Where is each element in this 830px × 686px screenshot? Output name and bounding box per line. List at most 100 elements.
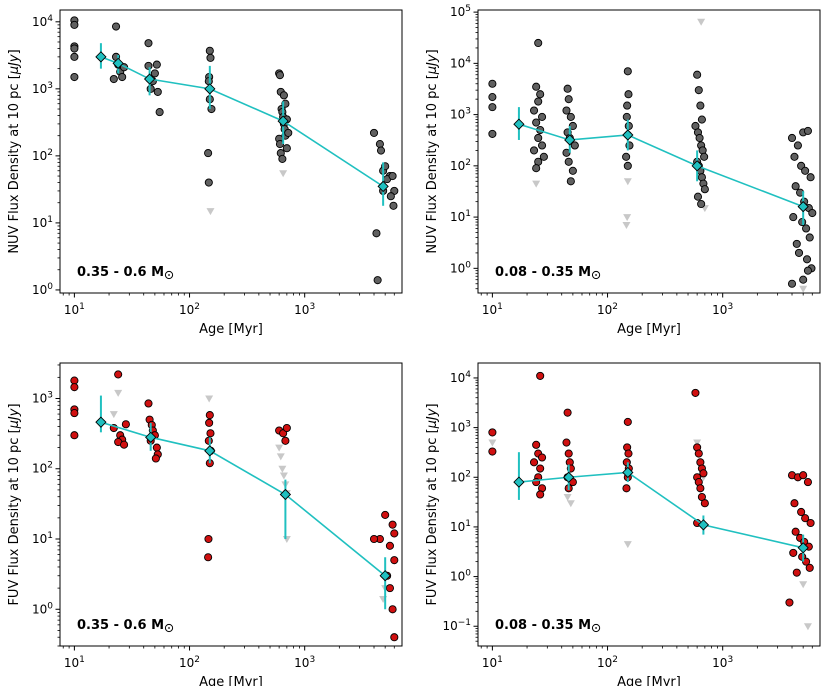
median-marker [513,476,525,488]
y-tick-label: 101 [32,215,53,230]
detection-point [790,152,799,161]
detection-point [205,418,214,427]
detection-point [70,383,79,392]
detection-point [534,133,543,143]
y-tick-label: 105 [450,4,471,19]
y-tick-label-exp: 0 [465,260,471,270]
upper-limit-marker [622,222,631,230]
detection-point [794,248,804,257]
detection-point [70,52,79,61]
detection-point [566,177,575,186]
y-tick-label-exp: 2 [47,148,53,158]
detection-point [70,409,79,418]
detection-point [791,527,800,536]
detection-point [564,449,573,458]
detection-point [109,74,118,84]
y-tick-label-exp: 3 [465,107,471,117]
median-marker [204,445,216,457]
detection-point [118,72,127,82]
detection-point [144,61,153,70]
detection-point [622,112,631,121]
detection-point [802,255,812,264]
x-tick-label-exp: 3 [727,655,733,665]
detection-point [793,141,802,150]
y-tick-label-base: 10 [450,371,465,385]
y-axis-label-unit: μJy [425,54,440,75]
detection-point [488,428,497,437]
x-tick-label-base: 10 [179,656,194,670]
y-tick-label: 101 [450,209,471,224]
y-tick-label: 104 [450,370,471,385]
upper-limit-marker [114,389,123,397]
y-axis-label-prefix: NUV Flux Density at 10 pc [ [425,74,440,253]
x-tick-label-exp: 3 [309,302,315,312]
x-tick-label-exp: 2 [194,655,200,665]
y-tick-label-base: 10 [450,5,465,19]
y-tick-label: 100 [450,260,471,275]
detection-point [797,507,806,517]
upper-limit-marker [279,170,288,178]
median-line [100,56,384,188]
plot-frame [59,9,403,294]
x-tick-label-base: 10 [294,303,309,317]
y-tick-label: 103 [450,107,471,122]
detection-point [801,166,810,175]
detection-point [696,101,705,110]
y-tick-label-exp: 1 [47,215,53,225]
detection-point [563,84,572,93]
detection-point [790,499,799,508]
detection-point [205,46,214,55]
median-line [518,471,804,549]
detection-point [787,133,797,143]
detection-point [623,161,632,170]
detection-point [802,224,811,233]
x-tick-label: 101 [64,655,85,670]
detection-point [532,164,541,173]
detection-point [694,449,703,458]
detection-point [152,443,161,452]
detection-point [700,185,709,194]
detection-point [488,93,497,102]
detection-point [803,478,812,487]
x-tick-label-exp: 2 [194,302,200,312]
detection-point [808,208,817,218]
upper-limit-marker [276,453,285,461]
detection-point [806,518,815,528]
x-tick-label: 102 [597,302,618,317]
detection-point [570,141,579,150]
y-tick-label-base: 10 [32,532,47,546]
y-tick-label: 104 [450,55,471,70]
x-tick-label-base: 10 [597,656,612,670]
upper-limit-marker [279,472,288,480]
y-tick-label: 102 [32,148,53,163]
x-tick-label: 102 [179,655,200,670]
detection-point [390,633,399,642]
detection-point [206,429,215,438]
solar-symbol-icon [591,270,601,280]
y-tick-label-base: 10 [32,82,47,96]
y-tick-label: 10−1 [442,618,471,633]
x-tick-label-exp: 3 [727,302,733,312]
median-marker [112,57,124,69]
detection-point [386,192,395,201]
x-tick-label: 101 [64,302,85,317]
y-tick-label-base: 10 [442,619,457,633]
detection-point [623,101,632,110]
detection-point [789,213,798,222]
y-tick-label-base: 10 [450,261,465,275]
detection-point [385,541,394,550]
x-tick-label-exp: 1 [79,655,85,665]
upper-limit-marker [275,444,284,452]
x-tick-label: 101 [482,655,503,670]
x-tick-label-base: 10 [712,656,727,670]
detection-point [799,275,808,284]
detection-point [697,199,706,209]
x-tick-label-base: 10 [597,303,612,317]
y-tick-label: 103 [32,81,53,96]
detection-point [623,67,632,76]
upper-limit-marker [623,214,632,222]
upper-limit-marker [109,411,118,419]
median-marker [622,129,634,141]
plot-frame [477,362,821,647]
